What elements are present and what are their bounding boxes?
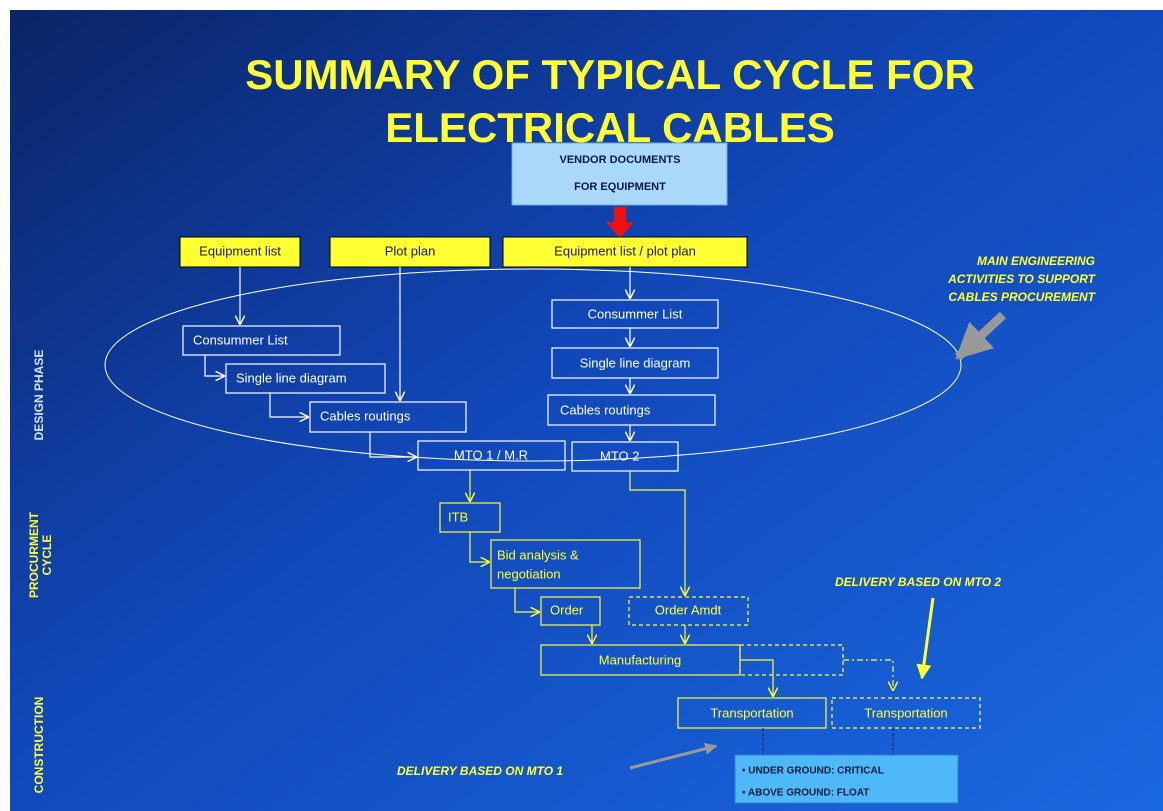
node-text: Single line diagram — [580, 355, 691, 370]
connector — [740, 659, 773, 696]
node-text: Order Amdt — [655, 602, 722, 617]
node-text: Cables routings — [560, 402, 651, 417]
vendor-text: FOR EQUIPMENT — [574, 181, 666, 193]
node-box — [551, 299, 719, 329]
note-box — [734, 754, 959, 804]
connector — [369, 432, 416, 457]
phase-label: CYCLE — [40, 535, 54, 576]
node-box — [571, 441, 679, 472]
node-text: Transportation — [864, 705, 947, 720]
node-text: Bid analysis & — [497, 547, 579, 562]
node-text: negotiation — [497, 566, 561, 581]
node-box — [551, 347, 719, 379]
node-text: Cables routings — [320, 408, 411, 423]
annotation-arrow — [916, 597, 935, 680]
phase-label: PROCURMENT — [27, 511, 41, 598]
input-text: Equipment list / plot plan — [554, 243, 696, 258]
connector — [514, 588, 539, 612]
note-text: • ABOVE GROUND: FLOAT — [742, 788, 869, 799]
node-text: Transportation — [710, 705, 793, 720]
grey-arrow — [954, 311, 1007, 361]
node-text: Single line diagram — [236, 370, 347, 385]
node-text: MTO 2 — [600, 448, 640, 463]
connector — [843, 659, 893, 690]
phase-label: CONSTRUCTION — [32, 697, 46, 794]
node-box — [309, 401, 467, 433]
node-box — [540, 596, 601, 626]
node-box — [628, 596, 749, 626]
vendor-text: VENDOR DOCUMENTS — [559, 154, 680, 166]
input-box — [329, 236, 491, 268]
node-box — [182, 325, 341, 356]
dashed-extension — [739, 644, 844, 676]
input-box — [502, 236, 748, 268]
input-text: Equipment list — [199, 243, 281, 258]
engineering-note: CABLES PROCUREMENT — [948, 290, 1096, 304]
input-text: Plot plan — [385, 243, 436, 258]
node-text: Consummer List — [588, 306, 683, 321]
node-text: Consummer List — [193, 332, 288, 347]
annotation: DELIVERY BASED ON MTO 1 — [397, 764, 563, 778]
connector — [762, 728, 894, 755]
engineering-note: MAIN ENGINEERING — [977, 254, 1095, 268]
node-text: ITB — [448, 509, 468, 524]
node-box — [677, 697, 827, 729]
annotation-arrow — [629, 742, 718, 770]
vendor-box — [511, 142, 728, 206]
node-box — [490, 539, 641, 589]
node-box — [225, 363, 386, 394]
connector — [469, 532, 489, 562]
annotation: DELIVERY BASED ON MTO 2 — [835, 575, 1001, 589]
engineering-note: ACTIVITIES TO SUPPORT — [947, 272, 1097, 286]
node-box — [417, 440, 566, 471]
node-box — [547, 394, 716, 426]
node-text: MTO 1 / M.R — [454, 447, 528, 462]
input-box — [179, 236, 301, 268]
node-box — [831, 697, 981, 729]
node-text: Manufacturing — [599, 652, 681, 667]
note-text: • UNDER GROUND: CRITICAL — [742, 766, 884, 777]
design-ellipse — [104, 268, 962, 462]
title: SUMMARY OF TYPICAL CYCLE FOR — [245, 51, 975, 98]
connector — [204, 355, 224, 376]
phase-label: DESIGN PHASE — [32, 350, 46, 441]
connector — [269, 393, 308, 417]
connector — [629, 471, 685, 595]
red-arrow — [606, 207, 634, 238]
node-text: Order — [550, 602, 584, 617]
